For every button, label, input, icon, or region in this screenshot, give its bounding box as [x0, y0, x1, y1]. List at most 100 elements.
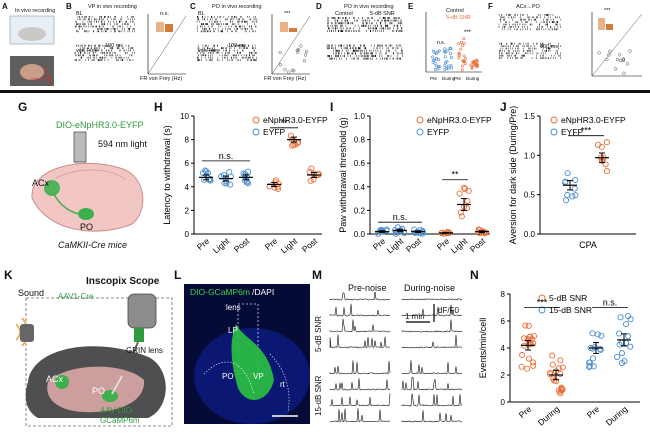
x-tick-label: Pre	[430, 76, 438, 81]
x-tick-label: Light	[449, 235, 470, 255]
sig-label: **	[280, 118, 288, 128]
data-point	[458, 213, 465, 220]
calcium-trace	[329, 303, 390, 317]
data-point	[627, 316, 634, 323]
dot	[457, 51, 461, 55]
calcium-trace	[329, 378, 391, 391]
panel-b-scatter	[147, 14, 187, 75]
data-point	[618, 350, 626, 357]
x-tick-label: Post	[300, 235, 320, 254]
x-tick-label: During	[442, 76, 456, 81]
legend-marker	[538, 306, 546, 314]
data-point	[203, 172, 210, 179]
panel-c-title: PO in vivo recording	[212, 4, 262, 10]
x-tick-label: Post	[232, 235, 252, 254]
scatter-point	[625, 62, 630, 66]
panel-label-j: J	[500, 100, 507, 114]
scatter-point	[283, 68, 287, 72]
legend-marker	[416, 116, 424, 124]
dot	[434, 67, 438, 71]
panel-l-title2: /DAPI	[252, 287, 275, 297]
data-point	[616, 330, 623, 337]
x-tick-label: During	[536, 404, 562, 428]
data-point	[572, 192, 579, 199]
data-point	[307, 177, 314, 184]
y-tick-label: 1.0	[354, 112, 366, 121]
scatter-point	[287, 70, 291, 74]
calcium-trace	[401, 298, 463, 301]
data-point	[602, 161, 609, 168]
scatter-point	[613, 67, 618, 71]
dot	[449, 64, 453, 68]
data-point	[464, 197, 471, 204]
speaker-icon	[20, 324, 34, 342]
panel-i-chart: 0.0 0.2 0.4 0.6 0.8 1.0 Paw withdrawal thresho…	[338, 112, 492, 255]
data-point	[595, 141, 602, 148]
scatter-point	[290, 68, 295, 72]
dot	[462, 59, 466, 63]
data-point	[586, 362, 593, 369]
y-tick-label: 6	[185, 159, 190, 168]
legend-label: EYFP	[561, 127, 584, 137]
panel-label-c: C	[190, 2, 196, 11]
data-point	[557, 357, 564, 364]
calcium-trace	[401, 360, 463, 375]
sig-label: n.s.	[219, 151, 234, 161]
legend-marker	[252, 128, 260, 136]
panel-d-raster	[326, 17, 403, 60]
dot	[437, 49, 441, 53]
data-point	[518, 363, 525, 370]
calcium-trace	[401, 410, 463, 423]
panel-e-legend-control: Control	[446, 8, 464, 14]
data-point	[461, 185, 468, 193]
panel-c-inset-bar	[280, 22, 288, 32]
panel-k-schematic	[15, 293, 173, 427]
panel-label-d: D	[316, 2, 322, 11]
x-axis-label: CPA	[579, 240, 597, 250]
panel-a-schematic	[9, 15, 55, 86]
scatter-point	[278, 63, 283, 67]
dot	[462, 54, 466, 58]
data-point	[294, 140, 301, 147]
y-axis-label: Latency to withdrawal (s)	[162, 125, 172, 225]
y-tick-label: 6	[501, 317, 506, 326]
panel-g-mice: CaMKII-Cre mice	[58, 240, 128, 250]
calcium-trace	[401, 319, 463, 333]
x-tick-label: Pre	[585, 404, 602, 420]
dot	[460, 40, 464, 44]
data-point	[207, 177, 214, 184]
dot	[437, 58, 441, 62]
data-point	[589, 330, 596, 337]
data-point	[526, 333, 533, 340]
sig-label: ***	[581, 126, 592, 136]
dot	[475, 63, 479, 67]
x-tick-label: Light	[279, 235, 300, 255]
dot	[460, 64, 464, 68]
data-point	[521, 335, 528, 342]
dot	[443, 55, 447, 59]
dot	[432, 58, 436, 62]
po-region	[78, 208, 94, 220]
legend-label: EYFP	[263, 127, 286, 137]
y-tick-label: 2	[501, 371, 506, 380]
dot	[434, 57, 438, 61]
calcium-trace	[329, 393, 391, 407]
panel-k-sound: Sound	[18, 288, 45, 298]
scatter-point	[302, 58, 307, 63]
panel-m-snr15: 15-dB SNR	[314, 375, 323, 416]
panel-b-bl: BL	[76, 11, 83, 17]
data-point	[461, 184, 468, 191]
data-point	[522, 322, 529, 329]
y-tick-label: 0	[501, 398, 506, 407]
panel-label-l: L	[174, 268, 182, 282]
data-point	[530, 362, 537, 369]
legend-marker	[550, 116, 558, 124]
sig-label: n.s.	[603, 298, 618, 308]
data-point	[586, 359, 593, 366]
data-point	[315, 170, 322, 177]
panel-d-title: PO in vivo recording	[344, 4, 394, 10]
panel-f-raster	[498, 14, 562, 59]
